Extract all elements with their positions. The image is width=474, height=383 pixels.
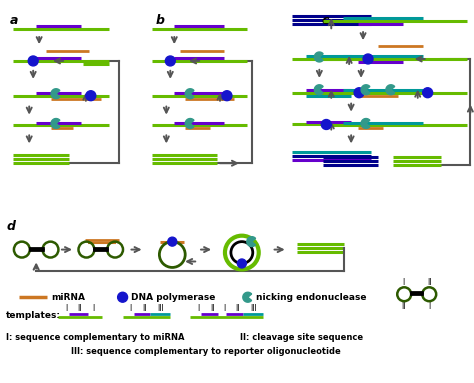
Circle shape bbox=[321, 119, 331, 129]
Text: miRNA: miRNA bbox=[51, 293, 85, 302]
Circle shape bbox=[363, 54, 373, 64]
Text: c: c bbox=[321, 14, 328, 27]
Text: I: I bbox=[428, 302, 431, 311]
Circle shape bbox=[423, 88, 433, 98]
Circle shape bbox=[168, 237, 177, 246]
Wedge shape bbox=[51, 89, 60, 99]
Text: III: III bbox=[157, 304, 164, 313]
Wedge shape bbox=[185, 89, 194, 99]
Text: nicking endonuclease: nicking endonuclease bbox=[256, 293, 366, 302]
Text: I: I bbox=[129, 304, 132, 313]
Circle shape bbox=[118, 292, 128, 302]
Text: DNA polymerase: DNA polymerase bbox=[130, 293, 215, 302]
Text: II: II bbox=[401, 302, 406, 311]
Wedge shape bbox=[51, 118, 60, 128]
Text: b: b bbox=[155, 14, 164, 27]
Wedge shape bbox=[386, 85, 395, 95]
Circle shape bbox=[354, 88, 364, 98]
Text: templates:: templates: bbox=[6, 311, 61, 319]
Circle shape bbox=[237, 259, 246, 268]
Wedge shape bbox=[314, 85, 323, 95]
Text: I: I bbox=[93, 304, 95, 313]
Text: II: II bbox=[210, 304, 214, 313]
Wedge shape bbox=[361, 85, 370, 95]
Text: III: III bbox=[250, 304, 257, 313]
Circle shape bbox=[222, 91, 232, 101]
Text: II: II bbox=[428, 278, 432, 287]
Text: d: d bbox=[6, 220, 15, 233]
Text: III: sequence complementary to reporter oligonucleotide: III: sequence complementary to reporter … bbox=[71, 347, 341, 356]
Text: I: sequence complementary to miRNA: I: sequence complementary to miRNA bbox=[6, 333, 185, 342]
Circle shape bbox=[165, 56, 175, 66]
Text: I: I bbox=[65, 304, 67, 313]
Wedge shape bbox=[361, 118, 370, 128]
Wedge shape bbox=[247, 237, 255, 247]
Text: I: I bbox=[223, 304, 225, 313]
Wedge shape bbox=[185, 118, 194, 128]
Text: a: a bbox=[9, 14, 18, 27]
Text: II: II bbox=[236, 304, 240, 313]
Wedge shape bbox=[314, 52, 323, 62]
Text: II: II bbox=[78, 304, 82, 313]
Text: I: I bbox=[403, 278, 405, 287]
Text: II: II bbox=[142, 304, 147, 313]
Circle shape bbox=[86, 91, 96, 101]
Text: II: cleavage site sequence: II: cleavage site sequence bbox=[240, 333, 363, 342]
Text: I: I bbox=[197, 304, 199, 313]
Wedge shape bbox=[243, 292, 252, 302]
Circle shape bbox=[28, 56, 38, 66]
